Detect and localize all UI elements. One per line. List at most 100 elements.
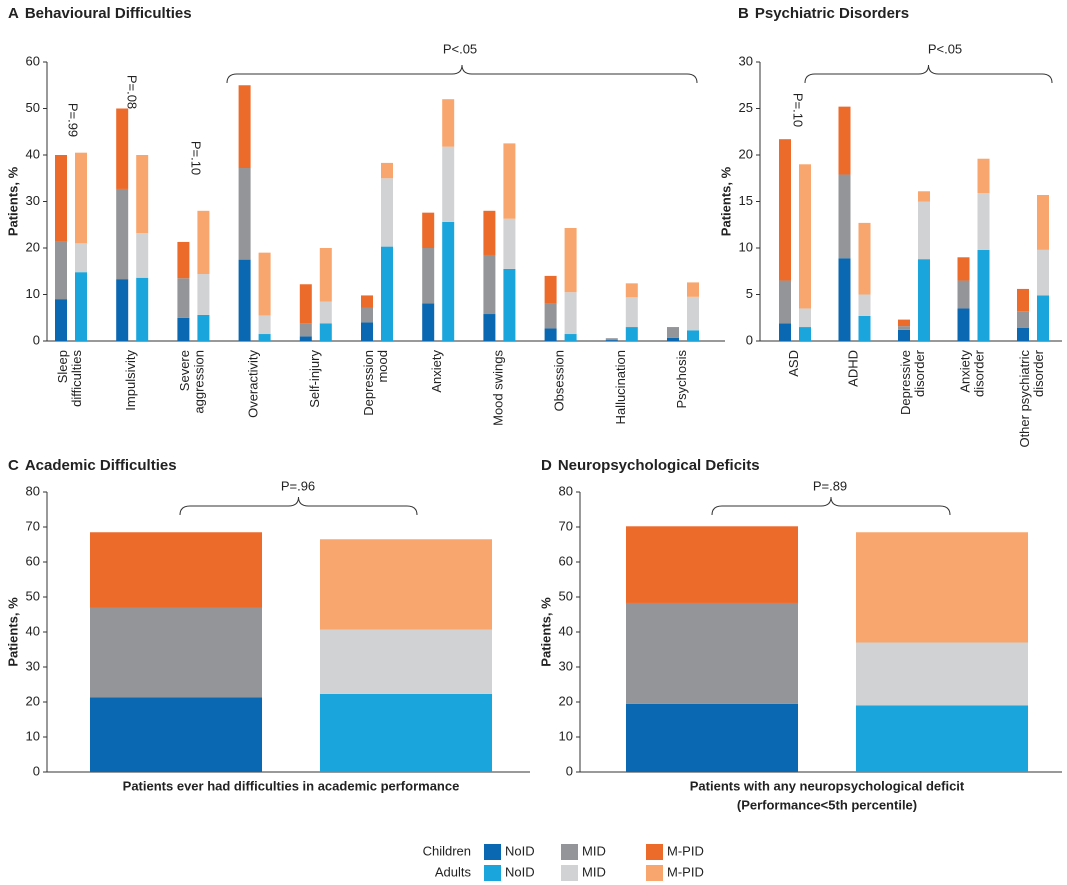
x-tick-label: Sleepdifficulties: [55, 350, 84, 407]
bar-segment: [977, 193, 990, 250]
bar-segment: [116, 188, 129, 280]
bar-segment: [503, 268, 516, 341]
y-tick-label: 70: [26, 518, 40, 533]
p-value: P=.10: [791, 93, 806, 127]
bar-segment: [687, 330, 699, 341]
bar-segment: [422, 248, 435, 304]
bar-segment: [626, 602, 798, 704]
y-tick-label: 20: [26, 239, 40, 254]
bar-segment: [605, 338, 618, 341]
panel-letter: D: [541, 457, 552, 474]
y-tick-label: 60: [26, 53, 40, 68]
x-tick-label: Hallucination: [613, 350, 628, 424]
x-tick-label-line: Sleep: [55, 350, 70, 383]
y-tick-label: 50: [26, 100, 40, 115]
bar-segment: [799, 164, 811, 309]
y-tick-label: 30: [559, 658, 573, 673]
bar-segment: [197, 210, 210, 275]
bar-segment: [687, 282, 699, 297]
y-tick-label: 30: [26, 658, 40, 673]
legend-label: NoID: [505, 843, 535, 858]
bar-segment: [319, 323, 332, 341]
x-tick-label-line: Depressive: [898, 350, 913, 415]
y-tick-label: 20: [559, 693, 573, 708]
legend-label: M-PID: [667, 864, 704, 879]
bar-segment: [1037, 194, 1049, 250]
bar-segment: [898, 319, 910, 327]
x-tick-label: Impulsivity: [124, 350, 139, 411]
bar-segment: [564, 334, 577, 341]
bracket: [226, 64, 698, 84]
y-tick-label: 60: [559, 553, 573, 568]
x-tick-label: Overactivity: [246, 350, 261, 418]
y-axis-label: Patients, %: [5, 597, 20, 667]
legend-group: Adults: [435, 864, 472, 879]
bar-segment: [90, 532, 262, 608]
y-tick-label: 20: [739, 146, 753, 161]
panel-title-text: Behavioural Difficulties: [25, 5, 192, 22]
bar-segment: [258, 315, 271, 335]
bar-segment: [856, 642, 1028, 706]
bar-segment: [55, 155, 67, 242]
bar-segment: [258, 334, 271, 341]
bar-segment: [544, 275, 557, 304]
bar-segment: [483, 210, 496, 255]
panel-letter: A: [8, 5, 19, 22]
y-axis-label: Patients, %: [538, 597, 553, 667]
bar-segment: [1037, 295, 1049, 341]
x-tick-label-line: Anxiety: [958, 350, 973, 393]
bar-segment: [838, 106, 851, 175]
bar-segment: [55, 241, 67, 300]
y-tick-label: 0: [33, 763, 40, 778]
bar-segment: [177, 317, 190, 341]
p-value: P<.05: [928, 41, 962, 56]
x-tick-label: Anxietydisorder: [958, 349, 987, 397]
bar-segment: [381, 162, 393, 179]
bar-segment: [422, 212, 435, 248]
bar-segment: [319, 248, 332, 302]
legend-swatch: [646, 865, 663, 881]
x-tick-label-line: difficulties: [70, 350, 85, 407]
bar-segment: [238, 85, 251, 169]
bar-segment: [799, 327, 811, 341]
y-tick-label: 50: [26, 588, 40, 603]
bar-segment: [544, 303, 557, 329]
bar-segment: [503, 143, 516, 219]
x-tick-label: Self-injury: [307, 350, 322, 408]
x-tick-label-line: disorder: [1032, 349, 1047, 397]
bar-segment: [667, 337, 679, 341]
bar-segment: [856, 705, 1028, 772]
bar-segment: [319, 301, 332, 324]
x-tick-label-line: Impulsivity: [124, 350, 139, 411]
panel-title: D Neuropsychological Deficits: [541, 457, 760, 474]
y-tick-label: 0: [566, 763, 573, 778]
y-axis-label: Patients, %: [718, 166, 733, 236]
x-tick-label-line: Depression: [361, 350, 376, 416]
bar-segment: [856, 532, 1028, 643]
legend-label: MID: [582, 864, 606, 879]
bar-segment: [957, 257, 970, 281]
x-tick-label-line: Obsession: [552, 350, 567, 411]
legend-group: Children: [423, 843, 471, 858]
x-tick-label-line: Mood swings: [491, 350, 506, 426]
bar-segment: [361, 295, 373, 308]
x-tick-label: Depressionmood: [361, 350, 390, 416]
y-tick-label: 30: [739, 53, 753, 68]
bar-segment: [838, 258, 851, 341]
bar-segment: [898, 326, 910, 330]
x-tick-label: Mood swings: [491, 350, 506, 426]
bar-segment: [483, 314, 496, 341]
bar-segment: [320, 539, 492, 630]
legend-label: MID: [582, 843, 606, 858]
bar-segment: [299, 284, 312, 324]
y-tick-label: 80: [26, 483, 40, 498]
bar-segment: [1017, 288, 1029, 312]
bar-segment: [90, 607, 262, 698]
bar-segment: [858, 315, 871, 341]
bar-segment: [626, 526, 798, 603]
y-tick-label: 10: [26, 728, 40, 743]
x-tick-label-line: mood: [376, 350, 391, 383]
bar-segment: [918, 201, 930, 260]
x-tick-label: Patients with any neuropsychological def…: [690, 778, 965, 793]
